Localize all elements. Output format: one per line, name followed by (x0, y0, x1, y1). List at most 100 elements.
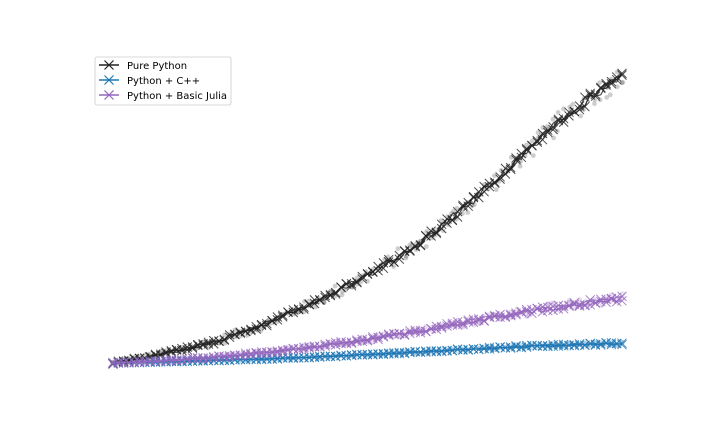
scatter-point-pure-python (403, 253, 409, 259)
marker-pure-python (436, 219, 447, 230)
marker-pure-python (468, 192, 479, 203)
marker-python-c (436, 346, 447, 357)
marker-pure-python (537, 134, 548, 145)
series-line-python-basic-julia (112, 295, 623, 364)
marker-python-c (521, 342, 532, 352)
marker-python-c (479, 343, 489, 354)
marker-python-c (458, 344, 468, 355)
marker-python-c (352, 349, 362, 360)
marker-python-basic-julia (203, 353, 214, 364)
marker-python-basic-julia (447, 318, 458, 329)
marker-pure-python (458, 200, 468, 211)
marker-pure-python (553, 115, 564, 126)
marker-pure-python (320, 292, 330, 303)
marker-python-basic-julia (399, 330, 410, 340)
marker-python-c (373, 348, 383, 359)
marker-pure-python (256, 319, 267, 330)
marker-python-basic-julia (362, 335, 373, 346)
marker-python-basic-julia (479, 316, 489, 326)
marker-pure-python (542, 127, 553, 138)
scatter-point-pure-python (550, 116, 556, 122)
marker-python-basic-julia (585, 295, 596, 305)
marker-python-basic-julia (299, 342, 309, 353)
marker-pure-python (267, 315, 277, 326)
marker-python-basic-julia (405, 328, 415, 339)
marker-python-c (341, 350, 352, 361)
scatter-point-pure-python (555, 110, 561, 115)
marker-pure-python (182, 342, 193, 352)
marker-pure-python (325, 290, 336, 301)
marker-python-c (553, 339, 564, 350)
legend: Pure Python Python + C++ Python + Basic … (94, 56, 232, 106)
marker-python-basic-julia (256, 346, 267, 357)
marker-python-basic-julia (341, 337, 352, 348)
marker-python-basic-julia (542, 302, 553, 313)
marker-pure-python (426, 226, 436, 236)
legend-item-pure-python: Pure Python (99, 60, 187, 72)
marker-python-basic-julia (553, 304, 564, 314)
scatter-point-pure-python (343, 287, 348, 293)
scatter-point-python-basic-julia (620, 291, 626, 297)
marker-python-c (405, 347, 415, 358)
marker-pure-python (336, 282, 346, 292)
legend-label-python-julia: Python + Basic Julia (127, 91, 227, 102)
marker-python-c (394, 347, 405, 358)
marker-pure-python (235, 328, 246, 338)
marker-pure-python (447, 215, 458, 226)
scatter-point-python-basic-julia (423, 324, 428, 330)
marker-python-basic-julia (426, 323, 436, 334)
marker-python-c (585, 338, 596, 349)
marker-pure-python (564, 111, 574, 121)
marker-pure-python (420, 230, 431, 241)
marker-python-basic-julia (383, 330, 394, 340)
marker-python-basic-julia (246, 349, 256, 360)
marker-python-basic-julia (373, 334, 383, 345)
marker-python-basic-julia (511, 309, 521, 320)
scatter-point-pure-python (544, 124, 550, 129)
marker-python-c (564, 340, 574, 351)
scatter-point-pure-python (485, 186, 491, 192)
series-line-pure-python (112, 73, 623, 365)
marker-python-basic-julia (150, 356, 161, 366)
scatter-point-pure-python (578, 113, 583, 119)
marker-python-basic-julia (118, 358, 129, 368)
marker-pure-python (309, 295, 320, 305)
scatter-point-pure-python (529, 138, 535, 144)
marker-pure-python (585, 90, 596, 100)
marker-python-c (309, 352, 320, 363)
marker-python-basic-julia (235, 350, 246, 360)
marker-python-c (500, 342, 511, 353)
marker-python-basic-julia (468, 317, 479, 328)
marker-python-basic-julia (161, 355, 171, 366)
marker-python-basic-julia (277, 345, 288, 356)
marker-pure-python (352, 277, 362, 288)
marker-python-basic-julia (564, 301, 574, 312)
marker-python-basic-julia (532, 303, 543, 314)
marker-python-c (288, 352, 299, 363)
marker-pure-python (479, 186, 489, 197)
marker-pure-python (235, 327, 246, 338)
scatter-point-pure-python (570, 101, 576, 107)
legend-label-python-cpp: Python + C++ (127, 76, 200, 87)
scatter-point-pure-python (604, 95, 610, 100)
marker-pure-python (330, 289, 341, 299)
scatter-point-pure-python (517, 163, 523, 169)
marker-python-c (383, 349, 394, 359)
marker-python-basic-julia (330, 340, 341, 350)
marker-python-c (468, 343, 479, 354)
marker-python-basic-julia (516, 307, 527, 317)
scatter-layer (109, 69, 626, 367)
marker-python-basic-julia (129, 357, 140, 368)
marker-python-c (214, 355, 224, 366)
marker-python-basic-julia (606, 293, 617, 304)
marker-pure-python (214, 336, 224, 346)
marker-pure-python (341, 279, 352, 289)
marker-pure-python (511, 153, 521, 163)
marker-python-basic-julia (500, 312, 511, 323)
series-line-pure-python (112, 73, 623, 365)
marker-pure-python (595, 82, 606, 93)
marker-python-basic-julia (436, 323, 447, 333)
marker-pure-python (161, 347, 171, 357)
